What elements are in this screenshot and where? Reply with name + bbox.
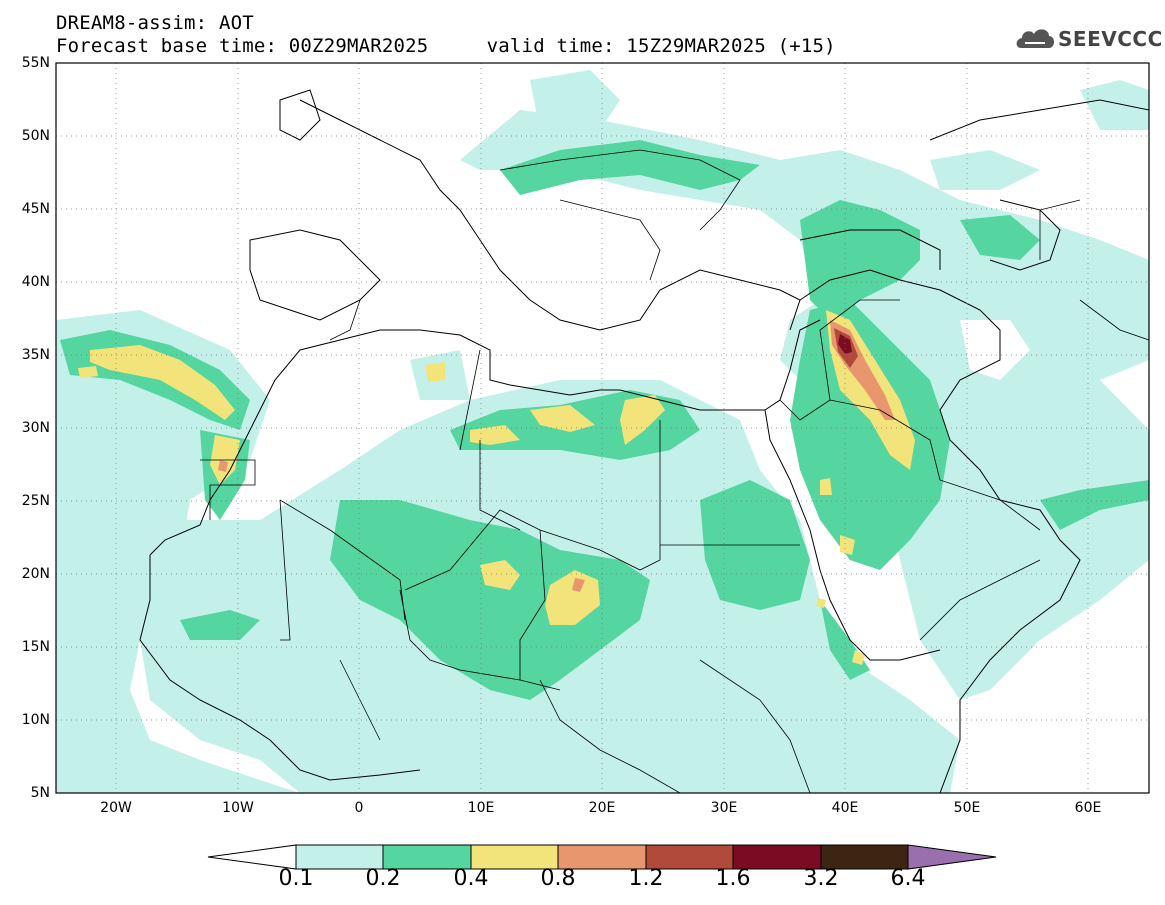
- lon-label: 10W: [222, 800, 254, 816]
- colorbar-label: 0.2: [365, 866, 401, 891]
- lat-label: 50N: [21, 128, 50, 144]
- lat-label: 25N: [21, 493, 50, 509]
- logo-text: SEEVCCC: [1058, 27, 1163, 51]
- forecast-times: Forecast base time: 00Z29MAR2025 valid t…: [56, 35, 836, 57]
- map-frame: [55, 62, 1150, 794]
- aot-field-0.2: [60, 140, 1149, 700]
- colorbar-label: 0.4: [453, 866, 489, 891]
- cloud-icon: [1016, 29, 1055, 48]
- lat-label: 40N: [21, 274, 50, 290]
- lon-label: 60E: [1074, 800, 1102, 816]
- lon-label: 20W: [100, 800, 132, 816]
- lat-label: 55N: [21, 55, 50, 71]
- colorbar-high-arrow: [907, 844, 997, 870]
- colorbar-bin-0.4: [470, 844, 559, 870]
- lon-label: 20E: [588, 800, 616, 816]
- map-title: DREAM8-assim: AOT: [56, 12, 254, 34]
- colorbar-bin-0.1: [295, 844, 384, 870]
- lon-label: 50E: [953, 800, 981, 816]
- colorbar-label: 0.8: [540, 866, 576, 891]
- lat-label: 15N: [21, 639, 50, 655]
- lat-label: 10N: [21, 712, 50, 728]
- colorbar-label: 1.6: [715, 866, 751, 891]
- lat-label: 20N: [21, 566, 50, 582]
- lon-label: 0: [354, 800, 364, 816]
- borders: [200, 149, 1149, 793]
- lon-label: 10E: [467, 800, 495, 816]
- colorbar-bin-3.2: [820, 844, 909, 870]
- colorbar-label: 0.1: [278, 866, 314, 891]
- colorbar-bin-1.2: [645, 844, 734, 870]
- lon-label: 30E: [710, 800, 738, 816]
- lat-label: 5N: [30, 785, 50, 801]
- lat-label: 35N: [21, 347, 50, 363]
- colorbar-bin-0.8: [557, 844, 647, 870]
- grid: [56, 63, 1149, 793]
- colorbar-bin-0.2: [382, 844, 472, 870]
- colorbar-label: 6.4: [890, 866, 926, 891]
- colorbar-label: 3.2: [803, 866, 839, 891]
- lat-label: 45N: [21, 201, 50, 217]
- lon-label: 40E: [831, 800, 859, 816]
- colorbar-label: 1.2: [628, 866, 664, 891]
- colorbar: [207, 844, 997, 870]
- lat-label: 30N: [21, 420, 50, 436]
